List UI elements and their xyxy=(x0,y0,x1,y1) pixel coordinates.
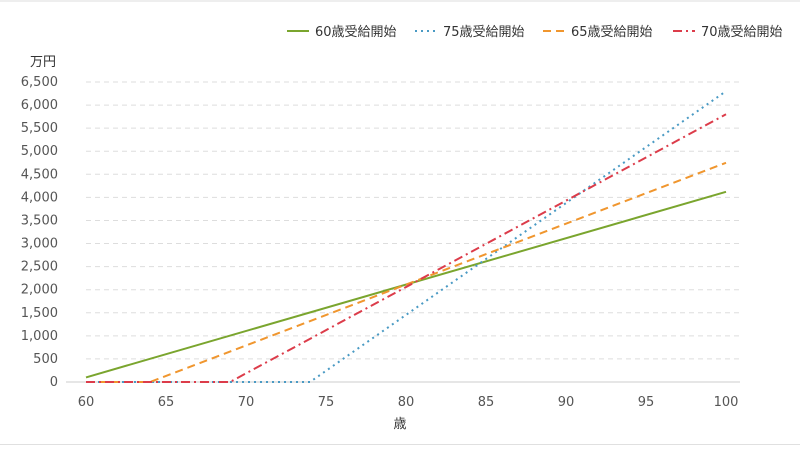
y-tick-label: 0 xyxy=(50,375,58,390)
series-line-3 xyxy=(86,113,727,383)
y-tick-label: 6,500 xyxy=(21,75,58,90)
y-tick-label: 1,000 xyxy=(21,329,58,344)
y-axis-unit-label: 万円 xyxy=(30,55,56,70)
legend-label: 65歳受給開始 xyxy=(571,25,653,40)
series-line-2 xyxy=(86,161,727,383)
legend-label: 75歳受給開始 xyxy=(443,25,525,40)
x-tick-label: 65 xyxy=(158,395,175,410)
y-tick-label: 4,500 xyxy=(21,167,58,182)
top-divider xyxy=(0,0,800,2)
legend-label: 60歳受給開始 xyxy=(315,25,397,40)
x-tick-label: 95 xyxy=(638,395,655,410)
legend: 60歳受給開始 75歳受給開始 65歳受給開始 70歳受給開始 xyxy=(287,25,783,40)
axis-layer: 0 500 1,000 1,500 2,000 2,500 3,000 3,500 4,000 4… xyxy=(21,75,740,410)
y-tick-label: 2,000 xyxy=(21,283,58,298)
grid-layer xyxy=(86,81,740,360)
legend-label: 70歳受給開始 xyxy=(701,25,783,40)
y-tick-label: 3,500 xyxy=(21,213,58,228)
y-tick-label: 1,500 xyxy=(21,306,58,321)
y-tick-label: 5,500 xyxy=(21,121,58,136)
series-line-1 xyxy=(86,90,727,383)
x-tick-label: 80 xyxy=(398,395,415,410)
y-tick-label: 3,000 xyxy=(21,237,58,252)
bottom-divider xyxy=(0,444,800,445)
y-tick-label: 4,000 xyxy=(21,190,58,205)
x-tick-label: 100 xyxy=(714,395,739,410)
x-tick-label: 60 xyxy=(78,395,95,410)
y-tick-label: 500 xyxy=(33,352,58,367)
x-tick-label: 75 xyxy=(318,395,335,410)
x-tick-label: 90 xyxy=(558,395,575,410)
x-tick-label: 85 xyxy=(478,395,495,410)
series-layer xyxy=(85,90,727,383)
x-axis-label: 歳 xyxy=(393,417,406,432)
series-line-0 xyxy=(85,190,727,379)
y-tick-label: 2,500 xyxy=(21,260,58,275)
x-tick-label: 70 xyxy=(238,395,255,410)
y-tick-label: 5,000 xyxy=(21,144,58,159)
y-tick-label: 6,000 xyxy=(21,98,58,113)
